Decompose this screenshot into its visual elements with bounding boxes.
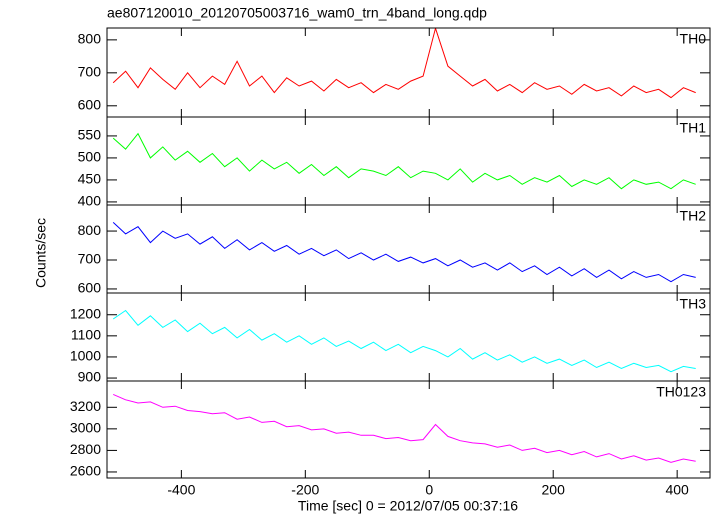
y-tick-label: 1200 bbox=[70, 305, 101, 321]
y-tick-label: 400 bbox=[78, 193, 102, 209]
series-line bbox=[112, 309, 696, 373]
y-axis-label: Counts/sec bbox=[33, 218, 49, 288]
x-tick-label: -400 bbox=[167, 482, 195, 498]
y-tick-label: 800 bbox=[78, 222, 102, 238]
y-tick-label: 500 bbox=[78, 149, 102, 165]
panel-label: TH0123 bbox=[656, 384, 706, 400]
panel-frame bbox=[106, 116, 711, 206]
y-tick-label: 2800 bbox=[70, 441, 101, 457]
series-line bbox=[112, 132, 696, 190]
y-tick-label: 550 bbox=[78, 127, 102, 143]
panel-frame bbox=[106, 380, 711, 479]
y-tick-label: 800 bbox=[78, 31, 102, 47]
y-tick-label: 3000 bbox=[70, 420, 101, 436]
panel-frame bbox=[106, 204, 711, 294]
y-tick-label: 700 bbox=[78, 251, 102, 267]
panel-label: TH0 bbox=[680, 31, 707, 47]
panel-label: TH2 bbox=[680, 208, 707, 224]
panel-frame bbox=[106, 27, 711, 118]
y-tick-label: 900 bbox=[78, 369, 102, 385]
y-tick-label: 700 bbox=[78, 64, 102, 80]
y-tick-label: 600 bbox=[78, 96, 102, 112]
series-line bbox=[112, 28, 696, 99]
panel-label: TH3 bbox=[680, 296, 707, 312]
x-tick-label: 200 bbox=[542, 482, 566, 498]
series-line bbox=[112, 222, 696, 283]
x-tick-label: 400 bbox=[665, 482, 689, 498]
y-tick-label: 1100 bbox=[71, 327, 101, 343]
y-tick-label: 2600 bbox=[70, 463, 101, 479]
series-line bbox=[113, 393, 696, 463]
y-tick-label: 3200 bbox=[70, 398, 101, 414]
y-tick-label: 450 bbox=[78, 171, 102, 187]
y-tick-label: 1000 bbox=[70, 348, 101, 364]
panel-label: TH1 bbox=[680, 120, 707, 136]
x-tick-label: 0 bbox=[425, 482, 433, 498]
x-axis-label: Time [sec] 0 = 2012/07/05 00:37:16 bbox=[298, 498, 518, 514]
chart-title: ae807120010_20120705003716_wam0_trn_4ban… bbox=[107, 5, 487, 21]
y-tick-label: 600 bbox=[78, 280, 102, 296]
x-tick-label: -200 bbox=[291, 482, 319, 498]
